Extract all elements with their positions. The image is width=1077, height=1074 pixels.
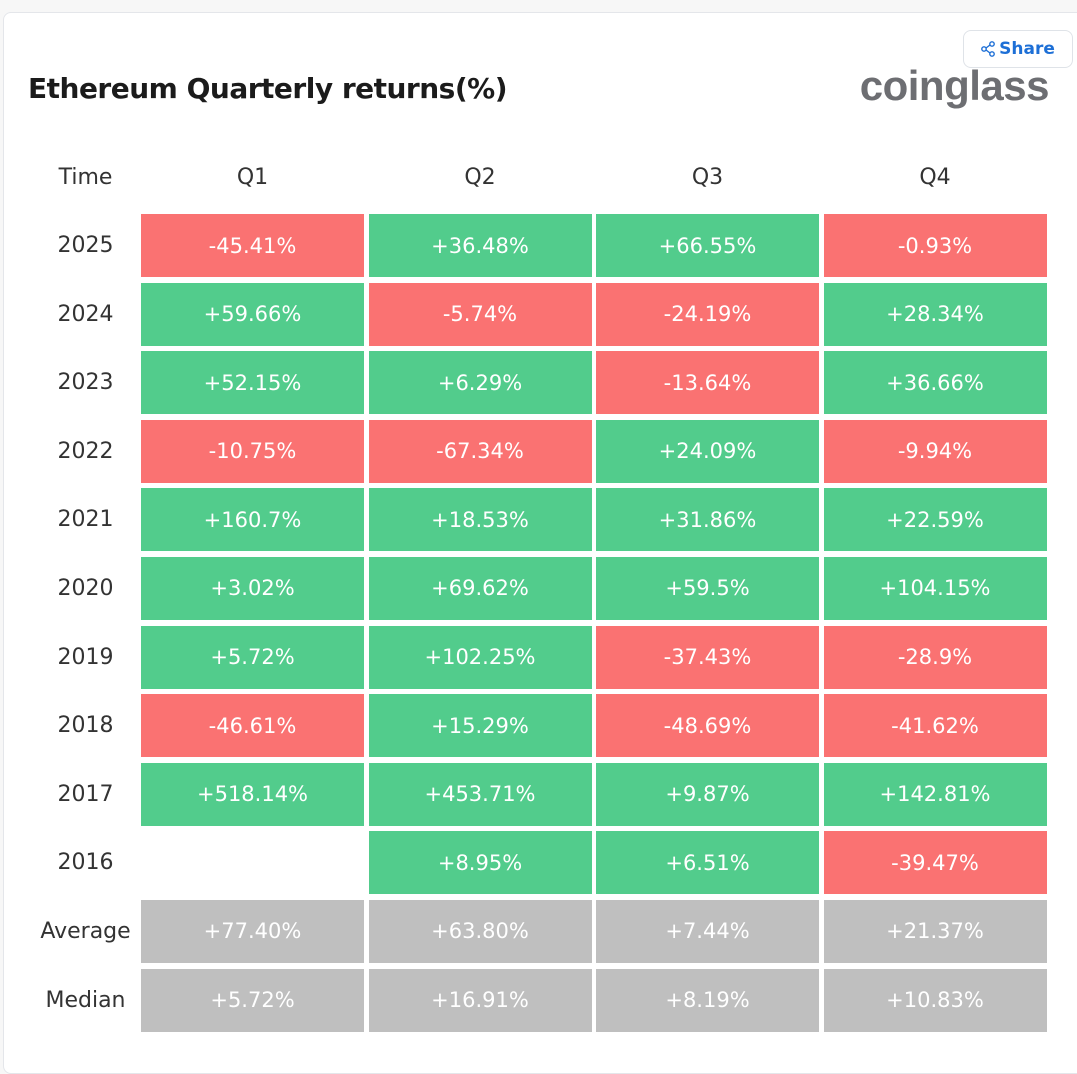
return-cell: +6.29%: [368, 351, 592, 415]
return-cell: +8.95%: [368, 831, 592, 895]
return-cell: +59.66%: [141, 282, 364, 346]
return-cell: -48.69%: [596, 694, 819, 758]
return-cell: +63.80%: [368, 899, 592, 963]
year-row-2024: 2024 +59.66% -5.74% -24.19% +28.34%: [30, 282, 1051, 346]
return-cell: +24.09%: [596, 419, 819, 483]
row-label: 2019: [57, 644, 114, 670]
return-cell: +52.15%: [141, 351, 364, 415]
return-cell: -13.64%: [596, 351, 819, 415]
return-cell: +69.62%: [368, 556, 592, 620]
return-cell: [141, 831, 364, 894]
column-header-q1: Q1: [236, 164, 269, 190]
return-cell: +36.48%: [368, 214, 592, 277]
row-label: 2016: [57, 850, 114, 876]
row-label: 2020: [57, 575, 114, 601]
return-cell: +16.91%: [368, 968, 592, 1032]
year-row-2018: 2018 -46.61% +15.29% -48.69% -41.62%: [30, 694, 1051, 758]
year-row-2021: 2021 +160.7% +18.53% +31.86% +22.59%: [30, 488, 1051, 552]
return-cell: +8.19%: [596, 968, 819, 1032]
return-cell: -46.61%: [141, 694, 364, 758]
page-title: Ethereum Quarterly returns(%): [28, 72, 508, 105]
return-cell: -5.74%: [368, 282, 592, 346]
return-cell: +18.53%: [368, 488, 592, 552]
return-cell: +5.72%: [141, 625, 364, 689]
return-cell: +66.55%: [596, 214, 819, 277]
return-cell: +104.15%: [823, 556, 1047, 620]
row-label: 2022: [57, 438, 114, 464]
returns-table: Time Q1 Q2 Q3 Q4 2025 -45.41% +36.48% +66.55% -0.…: [30, 144, 1051, 1037]
return-cell: -39.47%: [823, 831, 1047, 895]
return-cell: -0.93%: [823, 214, 1047, 277]
return-cell: +3.02%: [141, 556, 364, 620]
row-label: Median: [45, 987, 126, 1013]
share-button[interactable]: Share: [963, 30, 1073, 68]
time-header: Time: [58, 164, 113, 190]
row-label: 2018: [57, 713, 114, 739]
return-cell: +518.14%: [141, 762, 364, 826]
row-label: 2023: [57, 370, 114, 396]
year-row-2025: 2025 -45.41% +36.48% +66.55% -0.93%: [30, 214, 1051, 277]
return-cell: +10.83%: [823, 968, 1047, 1032]
return-cell: +5.72%: [141, 968, 364, 1032]
column-header-q2: Q2: [464, 164, 496, 190]
row-label: Average: [40, 918, 131, 944]
return-cell: -67.34%: [368, 419, 592, 483]
row-label: 2025: [57, 233, 114, 258]
column-header-q3: Q3: [691, 164, 724, 190]
return-cell: +59.5%: [596, 556, 819, 620]
return-cell: -37.43%: [596, 625, 819, 689]
return-cell: +142.81%: [823, 762, 1047, 826]
column-header-q4: Q4: [919, 164, 951, 190]
return-cell: +102.25%: [368, 625, 592, 689]
year-row-2017: 2017 +518.14% +453.71% +9.87% +142.81%: [30, 762, 1051, 826]
return-cell: -28.9%: [823, 625, 1047, 689]
row-label: 2017: [57, 781, 114, 807]
return-cell: +453.71%: [368, 762, 592, 826]
return-cell: +36.66%: [823, 351, 1047, 415]
year-row-2023: 2023 +52.15% +6.29% -13.64% +36.66%: [30, 351, 1051, 415]
return-cell: -41.62%: [823, 694, 1047, 758]
return-cell: +15.29%: [368, 694, 592, 758]
share-icon: [981, 41, 996, 57]
row-label: 2024: [57, 301, 114, 327]
return-cell: -10.75%: [141, 419, 364, 483]
return-cell: +22.59%: [823, 488, 1047, 552]
return-cell: +28.34%: [823, 282, 1047, 346]
year-row-2019: 2019 +5.72% +102.25% -37.43% -28.9%: [30, 625, 1051, 689]
summary-row-average: Average +77.40% +63.80% +7.44% +21.37%: [30, 899, 1051, 963]
return-cell: +77.40%: [141, 899, 364, 963]
row-label: 2021: [57, 507, 114, 533]
share-label: Share: [999, 39, 1055, 59]
return-cell: +6.51%: [596, 831, 819, 895]
return-cell: +7.44%: [596, 899, 819, 963]
return-cell: +21.37%: [823, 899, 1047, 963]
year-row-2022: 2022 -10.75% -67.34% +24.09% -9.94%: [30, 419, 1051, 483]
summary-row-median: Median +5.72% +16.91% +8.19% +10.83%: [30, 968, 1051, 1032]
year-row-2020: 2020 +3.02% +69.62% +59.5% +104.15%: [30, 556, 1051, 620]
return-cell: -9.94%: [823, 419, 1047, 483]
year-row-2016: 2016 +8.95% +6.51% -39.47%: [30, 831, 1051, 895]
table-header-row: Time Q1 Q2 Q3 Q4: [30, 144, 1051, 210]
return-cell: +160.7%: [141, 488, 364, 552]
return-cell: +9.87%: [596, 762, 819, 826]
return-cell: -45.41%: [141, 214, 364, 277]
return-cell: -24.19%: [596, 282, 819, 346]
coinglass-logo: coinglass: [859, 62, 1050, 109]
return-cell: +31.86%: [596, 488, 819, 552]
